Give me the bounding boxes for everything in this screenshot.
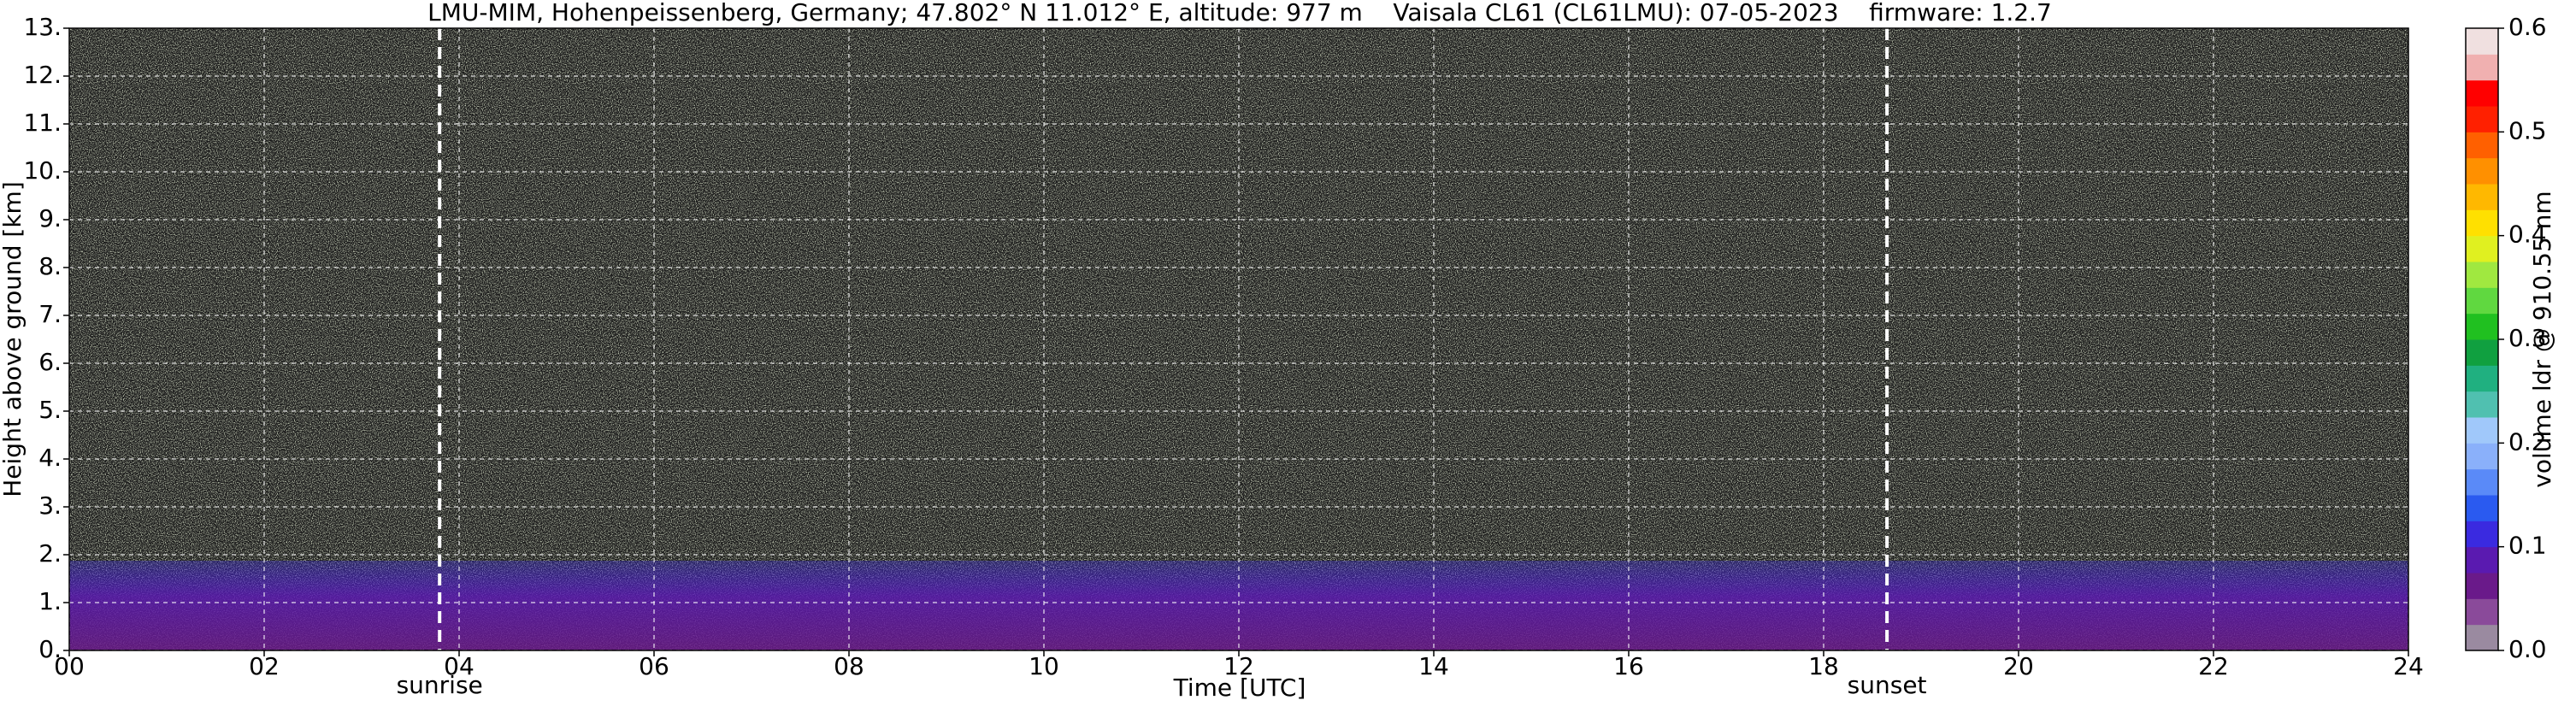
y-tick-label: 3. — [38, 491, 62, 520]
colorbar-swatch — [2466, 417, 2498, 444]
x-tick-label: 18 — [1808, 652, 1839, 680]
x-tick-label: 22 — [2198, 652, 2229, 680]
colorbar-swatch — [2466, 157, 2498, 185]
x-tick-label: 02 — [249, 652, 280, 680]
colorbar-swatch — [2466, 546, 2498, 574]
colorbar-swatch — [2466, 573, 2498, 599]
colorbar-swatch — [2466, 365, 2498, 392]
colorbar-swatch — [2466, 339, 2498, 366]
y-tick-label: 9. — [38, 204, 62, 232]
colorbar-swatch — [2466, 28, 2498, 55]
colorbar-swatch — [2466, 262, 2498, 288]
colorbar-swatch — [2466, 184, 2498, 210]
colorbar-swatch — [2466, 54, 2498, 81]
x-tick-label: 04 — [444, 652, 475, 680]
x-tick-label: 20 — [2003, 652, 2034, 680]
colorbar-swatch — [2466, 209, 2498, 237]
colorbar-label: volume ldr @ 910.55 nm — [2528, 191, 2556, 487]
y-tick-label: 4. — [38, 444, 62, 472]
y-axis-label: Height above ground [km] — [0, 181, 27, 497]
x-tick-label: 16 — [1613, 652, 1644, 680]
y-tick-label: 7. — [38, 300, 62, 328]
y-tick-label: 12. — [23, 61, 62, 89]
plot-frame — [68, 27, 2409, 651]
x-tick-label: 12 — [1223, 652, 1254, 680]
colorbar-swatch — [2466, 521, 2498, 548]
colorbar-swatch — [2466, 287, 2498, 315]
colorbar-swatch — [2466, 79, 2498, 107]
annotation-label: sunrise — [397, 671, 483, 699]
colorbar-swatch — [2466, 468, 2498, 496]
colorbar-tick-label: 0.5 — [2508, 116, 2547, 144]
colorbar-swatch — [2466, 313, 2498, 340]
colorbar-swatch — [2466, 495, 2498, 521]
x-axis-label: Time [UTC] — [1173, 674, 1306, 702]
x-tick-label: 06 — [639, 652, 669, 680]
chart-title: LMU-MIM, Hohenpeissenberg, Germany; 47.8… — [427, 0, 2052, 26]
colorbar-swatch — [2466, 443, 2498, 470]
x-tick-label: 08 — [834, 652, 864, 680]
colorbar-tick-label: 0.3 — [2508, 324, 2547, 352]
y-tick-label: 1. — [38, 587, 62, 615]
y-tick-label: 13. — [23, 13, 62, 41]
colorbar-swatch — [2466, 235, 2498, 262]
colorbar-tick-label: 0.1 — [2508, 532, 2547, 560]
y-tick-label: 6. — [38, 348, 62, 376]
annotation-label: sunset — [1848, 671, 1927, 699]
colorbar-swatch — [2466, 106, 2498, 132]
colorbar-tick-label: 0.4 — [2508, 221, 2547, 249]
x-tick-label: 14 — [1418, 652, 1449, 680]
colorbar-swatch — [2466, 391, 2498, 418]
colorbar-tick-label: 0.0 — [2508, 635, 2547, 663]
y-tick-label: 2. — [38, 539, 62, 568]
colorbar-tick-label: 0.6 — [2508, 13, 2547, 41]
colorbar-swatch — [2466, 598, 2498, 626]
x-tick-label: 00 — [54, 652, 85, 680]
x-tick-label: 24 — [2393, 652, 2424, 680]
y-tick-label: 8. — [38, 252, 62, 280]
y-tick-label: 5. — [38, 396, 62, 424]
colorbar-tick-label: 0.2 — [2508, 427, 2547, 456]
y-tick-label: 10. — [23, 156, 62, 185]
x-tick-label: 10 — [1029, 652, 1059, 680]
colorbar-swatch — [2466, 624, 2498, 651]
y-tick-label: 11. — [23, 109, 62, 137]
y-tick-label: 0. — [38, 635, 62, 663]
colorbar-swatch — [2466, 132, 2498, 159]
